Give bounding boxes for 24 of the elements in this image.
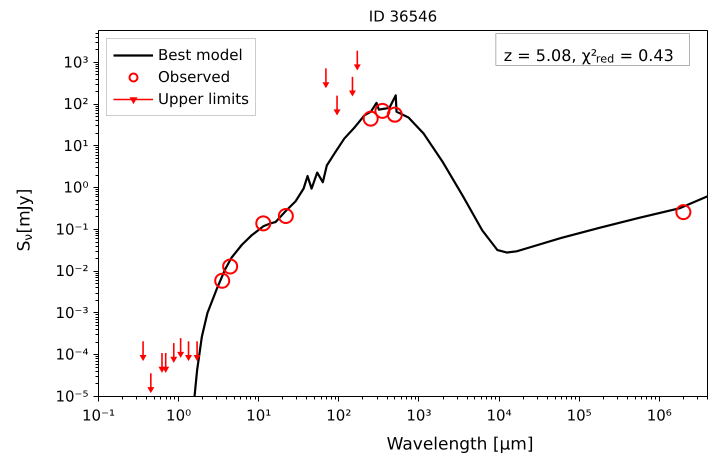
annotation: z = 5.08, χ²red = 0.43: [504, 46, 674, 66]
y-tick-label: 10⁰: [63, 178, 89, 197]
y-tick-label: 10¹: [63, 136, 89, 155]
legend-label: Upper limits: [158, 90, 249, 108]
legend-label: Best model: [158, 46, 243, 64]
x-tick-label: 10³: [406, 406, 432, 424]
x-tick-label: 10⁰: [166, 406, 192, 424]
x-tick-label: 10⁵: [566, 406, 592, 424]
legend-label: Observed: [158, 68, 230, 86]
y-tick-label: 10³: [63, 53, 89, 72]
y-axis-title: Sν[mJy]: [14, 188, 36, 252]
y-tick-label: 10²: [63, 95, 89, 114]
y-tick-label: 10⁻¹: [55, 220, 89, 238]
y-tick-label: 10⁻⁴: [55, 346, 89, 364]
chart-title: ID 36546: [368, 8, 438, 26]
x-tick-label: 10⁶: [646, 406, 672, 424]
x-axis-title: Wavelength [μm]: [386, 434, 534, 454]
x-tick-label: 10⁻¹: [82, 406, 116, 424]
y-tick-label: 10⁻²: [55, 262, 89, 280]
y-tick-label: 10⁻⁵: [55, 388, 89, 406]
x-tick-label: 10²: [326, 406, 352, 424]
y-tick-label: 10⁻³: [55, 304, 89, 322]
x-tick-label: 10⁴: [486, 406, 512, 424]
x-tick-label: 10¹: [246, 406, 272, 424]
